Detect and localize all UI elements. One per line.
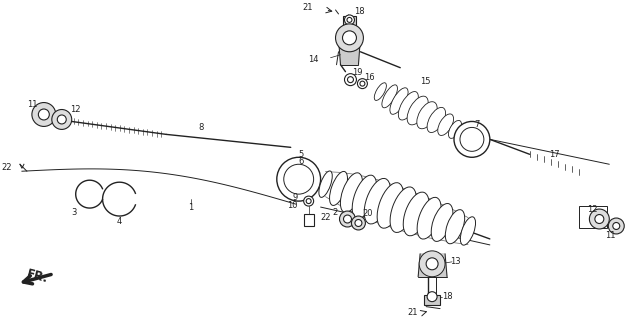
Text: 11: 11	[27, 100, 37, 109]
Circle shape	[342, 31, 356, 45]
Circle shape	[58, 115, 67, 124]
Circle shape	[347, 17, 352, 22]
Ellipse shape	[382, 85, 397, 108]
Circle shape	[454, 121, 490, 157]
Circle shape	[344, 74, 356, 86]
Text: 22: 22	[1, 163, 12, 172]
Circle shape	[38, 109, 49, 120]
Text: 21: 21	[408, 308, 418, 317]
Text: 22: 22	[321, 212, 331, 222]
Circle shape	[357, 79, 367, 89]
Ellipse shape	[390, 88, 408, 114]
Text: 5: 5	[298, 150, 303, 159]
Ellipse shape	[449, 121, 461, 138]
Text: 3: 3	[71, 208, 76, 217]
Ellipse shape	[390, 187, 417, 232]
Bar	[303, 214, 314, 226]
Ellipse shape	[460, 217, 476, 245]
Circle shape	[426, 258, 438, 270]
Text: 13: 13	[450, 257, 461, 266]
Circle shape	[360, 81, 365, 86]
Text: FR.: FR.	[26, 268, 50, 286]
Text: 1: 1	[189, 203, 194, 211]
Ellipse shape	[330, 171, 348, 205]
Text: 11: 11	[605, 232, 616, 240]
Text: 18: 18	[355, 7, 365, 17]
Circle shape	[351, 216, 365, 230]
Polygon shape	[339, 38, 360, 65]
Ellipse shape	[438, 114, 454, 135]
Text: 8: 8	[198, 123, 204, 132]
Circle shape	[419, 251, 445, 277]
Ellipse shape	[417, 102, 437, 129]
Circle shape	[32, 102, 56, 127]
Text: 19: 19	[353, 68, 363, 77]
Ellipse shape	[319, 171, 332, 197]
Circle shape	[52, 109, 72, 129]
Circle shape	[344, 15, 355, 25]
Circle shape	[608, 218, 624, 234]
Circle shape	[612, 223, 620, 230]
Circle shape	[284, 164, 314, 194]
Text: 14: 14	[308, 55, 319, 64]
Text: 10: 10	[287, 201, 298, 210]
Text: 4: 4	[117, 217, 122, 225]
Bar	[579, 206, 607, 228]
Ellipse shape	[407, 96, 428, 125]
Circle shape	[306, 199, 311, 204]
Ellipse shape	[398, 92, 419, 120]
Text: 9: 9	[292, 193, 298, 202]
Text: 16: 16	[364, 73, 375, 82]
Circle shape	[344, 215, 351, 223]
Ellipse shape	[445, 210, 465, 244]
Circle shape	[276, 157, 321, 201]
Circle shape	[339, 211, 355, 227]
Ellipse shape	[403, 192, 429, 236]
Circle shape	[460, 128, 484, 151]
Bar	[342, 16, 356, 26]
Circle shape	[589, 209, 609, 229]
Text: 12: 12	[587, 204, 598, 214]
Ellipse shape	[377, 183, 403, 228]
Ellipse shape	[417, 197, 441, 239]
Ellipse shape	[364, 178, 390, 224]
Text: 20: 20	[362, 209, 373, 218]
Polygon shape	[418, 254, 447, 277]
Ellipse shape	[431, 204, 453, 241]
Circle shape	[335, 24, 364, 52]
Circle shape	[427, 292, 437, 302]
Ellipse shape	[352, 175, 376, 219]
Circle shape	[355, 219, 362, 226]
Ellipse shape	[427, 107, 445, 133]
Circle shape	[348, 77, 353, 83]
Text: 6: 6	[298, 157, 303, 166]
Text: 2: 2	[332, 208, 337, 217]
Ellipse shape	[374, 83, 387, 100]
Text: 12: 12	[70, 105, 80, 114]
Ellipse shape	[340, 173, 362, 212]
Text: 17: 17	[549, 150, 560, 159]
Text: 18: 18	[442, 292, 452, 301]
Text: 21: 21	[302, 3, 312, 12]
Text: 15: 15	[420, 77, 431, 86]
Circle shape	[595, 215, 604, 224]
Circle shape	[303, 196, 314, 206]
Bar	[424, 295, 440, 305]
Text: 7: 7	[474, 120, 479, 129]
